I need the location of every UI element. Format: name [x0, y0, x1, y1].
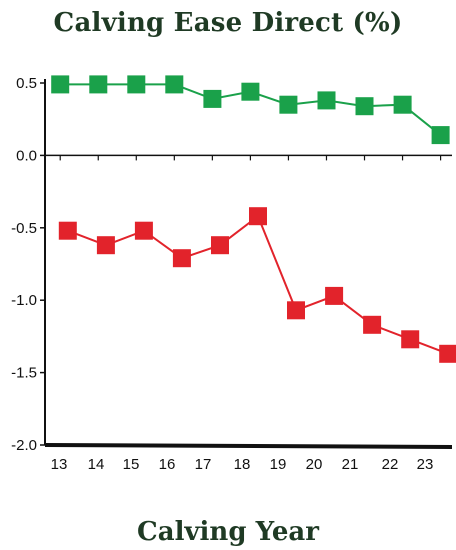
series-1-point: [165, 75, 184, 94]
x-tick-label: 21: [342, 456, 359, 473]
series-1-point: [89, 75, 108, 94]
y-tick-label: -0.5: [11, 220, 37, 237]
x-tick-label: 23: [417, 456, 434, 473]
y-tick-label: 0.5: [16, 75, 37, 92]
y-tick-label: -1.5: [11, 365, 37, 382]
y-tick-label: 0.0: [16, 147, 37, 164]
x-tick-label: 13: [51, 456, 68, 473]
series-1-point: [241, 82, 260, 101]
series-1-point: [51, 75, 70, 94]
series-2-point: [96, 236, 115, 255]
series-2-point: [363, 315, 382, 334]
series-1-point: [355, 97, 374, 116]
series-2-point: [249, 207, 267, 226]
series-1-point: [431, 126, 450, 145]
series-markers-layer: [51, 75, 456, 363]
series-2-point: [172, 249, 191, 268]
y-tick-label: -2.0: [11, 437, 37, 454]
series-2-point: [134, 221, 153, 240]
axes-layer: 0.5 0.0 -0.5 -1.0 -1.5 -2.0 13 14 15 16 17 18 19 20 21…: [11, 75, 453, 473]
series-2-point: [439, 344, 456, 363]
x-tick-label: 22: [382, 456, 399, 473]
x-tick-label: 17: [195, 456, 212, 473]
series-1-point: [317, 91, 336, 110]
x-tick-label: 18: [234, 456, 251, 473]
series-2-line: [67, 214, 449, 355]
series-2-point: [211, 236, 229, 255]
series-1-point: [279, 95, 298, 114]
series-2-point: [287, 301, 305, 320]
x-tick-label: 19: [270, 456, 287, 473]
x-axis-label: Calving Year: [137, 517, 319, 547]
series-1-point: [203, 89, 222, 108]
chart-title: Calving Ease Direct (%): [53, 8, 403, 38]
series-2-point: [58, 221, 77, 240]
series-1-point: [393, 95, 412, 114]
x-tick-label: 14: [88, 456, 105, 473]
series-2-point: [325, 286, 344, 305]
x-tick-label: 16: [159, 456, 176, 473]
x-tick-label: 20: [306, 456, 323, 473]
series-1-point: [127, 75, 146, 94]
x-axis-line: [44, 443, 453, 449]
y-tick-label: -1.0: [11, 292, 37, 309]
x-tick-label: 15: [123, 456, 140, 473]
series-2-point: [401, 330, 420, 349]
